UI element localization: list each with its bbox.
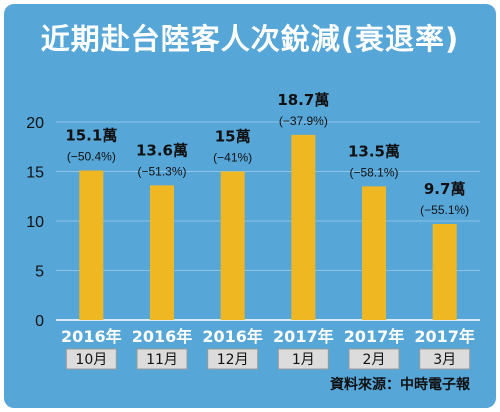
bar [150,185,174,320]
y-tick-label: 0 [35,313,44,330]
x-tick-year: 2017年 [414,327,475,346]
data-label-change: (−41%) [213,151,252,165]
x-tick-month: 2月 [363,352,386,368]
data-label-value: 15.1萬 [65,127,117,145]
x-tick-year: 2016年 [61,327,122,346]
data-label-value: 15萬 [215,128,251,146]
x-tick-month-box [348,348,400,370]
y-tick-label: 10 [26,214,44,231]
bar-chart: 0 5 10 15 20 15.1萬 (−50.4%) 2016年 10月 13.6萬 (−51.3… [26,91,480,370]
y-tick-label: 5 [35,264,44,281]
x-tick-month: 1月 [292,352,315,368]
bar [362,186,386,320]
bar [432,223,457,320]
chart-frame: 近期赴台陸客人次銳減(衰退率) 0 5 10 15 20 15.1萬 (−50.4%) 201… [4,4,496,408]
x-tick-month: 12月 [217,352,249,368]
source-note: 資料來源：中時電子報 [330,377,470,393]
data-label-change: (−37.9%) [279,114,328,128]
bar [291,134,316,320]
x-tick-month-box [277,348,329,370]
x-tick-year: 2016年 [202,327,263,346]
data-label-change: (−51.3%) [137,164,186,178]
x-tick-year: 2016年 [132,327,193,346]
data-label-change: (−55.1%) [420,203,469,217]
x-tick-month: 11月 [146,352,178,368]
x-tick-year: 2017年 [344,327,405,346]
x-tick-month-box [65,348,117,370]
y-tick-label: 15 [26,165,44,182]
y-tick-label: 20 [26,115,44,132]
x-tick-month: 10月 [75,352,107,368]
data-label-value: 18.7萬 [277,91,329,109]
bar [79,170,104,320]
data-label-value: 13.6萬 [136,141,188,159]
x-tick-year: 2017年 [273,327,334,346]
x-tick-month-box [419,348,471,370]
x-tick-month-box [136,348,188,370]
x-tick-month: 3月 [433,352,456,368]
data-label-change: (−50.4%) [67,150,116,164]
data-label-value: 13.5萬 [348,142,400,160]
chart-title: 近期赴台陸客人次銳減(衰退率) [40,22,460,56]
x-tick-month-box [207,348,259,370]
bar [220,171,245,320]
data-label-change: (−58.1%) [349,165,398,179]
data-label-value: 9.7萬 [424,180,466,198]
